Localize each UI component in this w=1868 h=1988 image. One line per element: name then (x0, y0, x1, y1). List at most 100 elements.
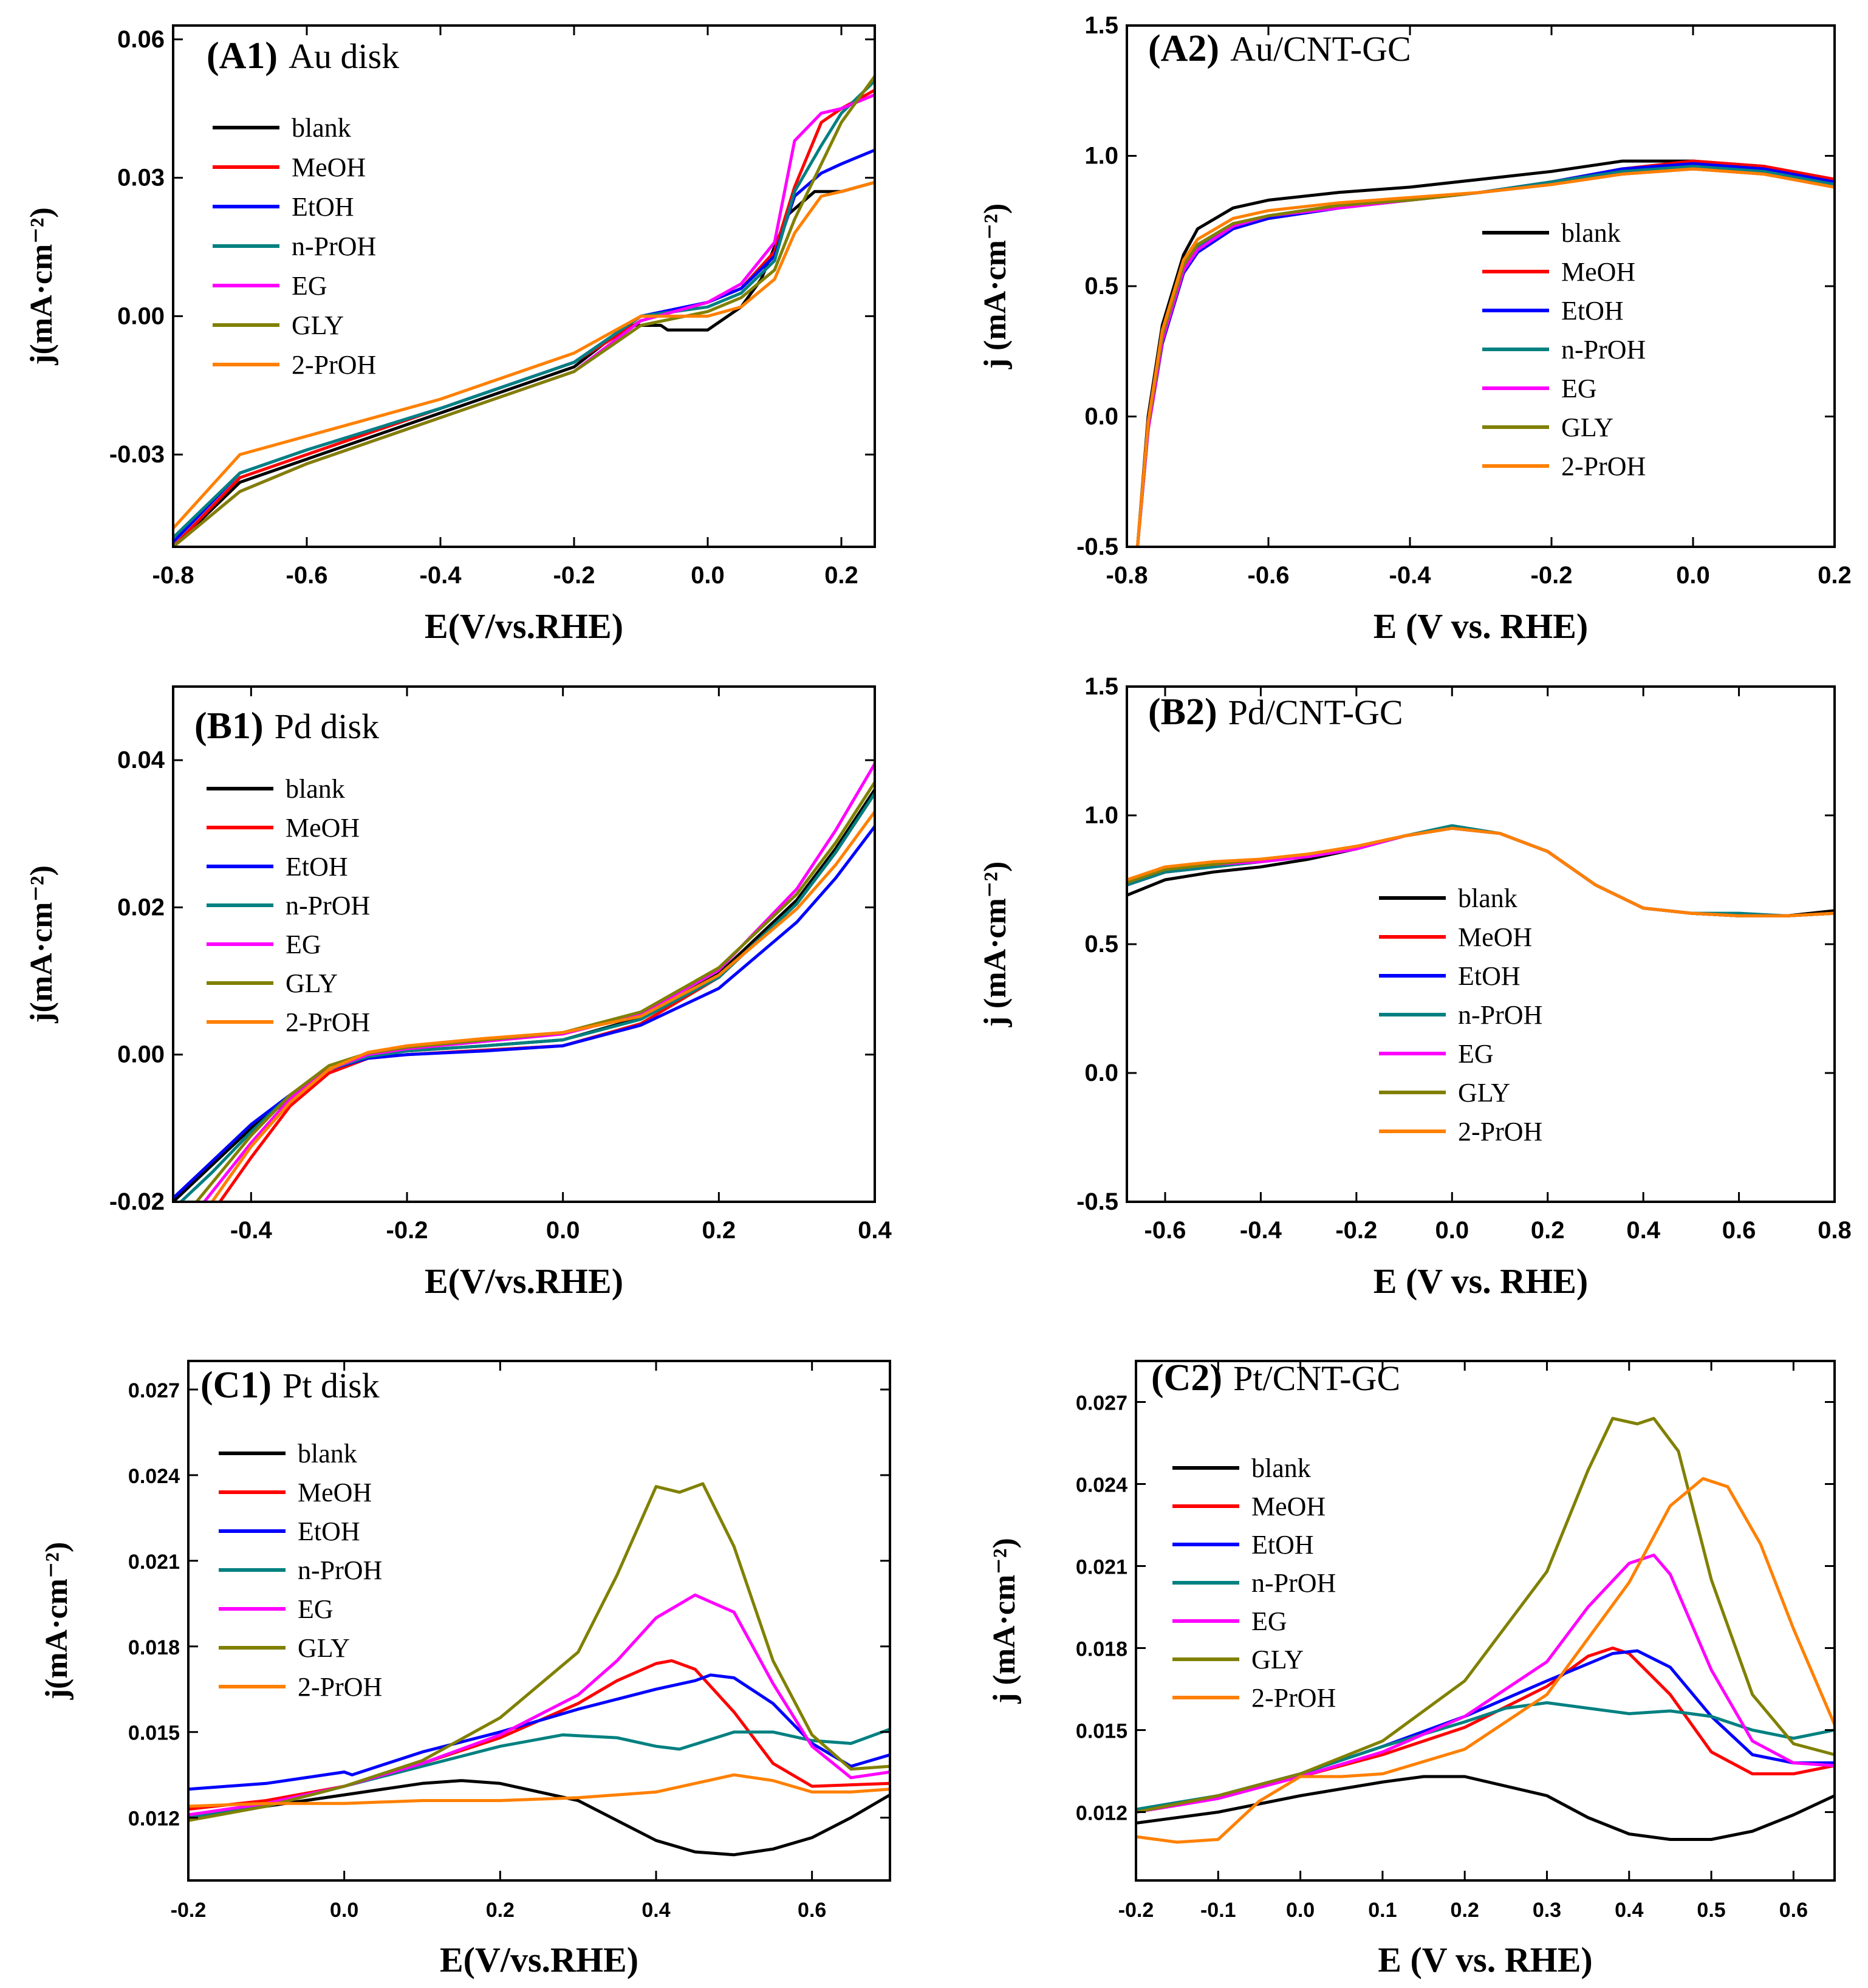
legend-label: 2-PrOH (1251, 1683, 1336, 1713)
legend: blank MeOH EtOH n-PrOH EG GLY 2-PrOH (1482, 218, 1646, 481)
y-tick-label: 0.012 (128, 1808, 180, 1831)
legend: blank MeOH EtOH n-PrOH EG GLY 2-PrOH (207, 774, 370, 1037)
y-tick-label: 1.0 (1084, 143, 1118, 170)
legend-label: EtOH (1251, 1530, 1314, 1560)
legend-label: EtOH (1458, 961, 1521, 991)
y-tick-label: 1.5 (1084, 673, 1118, 700)
x-tick-label: -0.4 (420, 562, 462, 589)
series-line-a1-gly (173, 75, 875, 547)
legend-label: GLY (286, 968, 338, 998)
x-tick-label: -0.2 (171, 1899, 207, 1922)
x-tick-label: 0.0 (1286, 1899, 1315, 1922)
legend-label: 2-PrOH (292, 350, 376, 380)
y-axis-label: j (mA·cm⁻²) (978, 862, 1013, 1028)
x-tick-label: 0.0 (1435, 1217, 1469, 1244)
x-tick-label: -0.6 (1248, 562, 1290, 589)
series-line-c2-blank (1136, 1775, 1835, 1841)
x-tick-label: 0.0 (1676, 562, 1710, 589)
series-line-c2-gly (1136, 1417, 1835, 1814)
legend-label: EG (1561, 374, 1597, 403)
legend-label: blank (298, 1439, 357, 1469)
x-axis-label: E(V/vs.RHE) (425, 606, 623, 646)
x-tick-label: 0.0 (330, 1899, 358, 1922)
series-line-c1-gly (188, 1482, 890, 1822)
chart-b1: -0.4 -0.2 0.0 0.2 0.4 -0.02 0.00 0.02 0.04 E(V/vs… (24, 685, 892, 1301)
series-line-b1-n-proh (180, 792, 875, 1202)
plot-frame (1135, 1360, 1836, 1882)
series-line-c1-2-proh (188, 1773, 890, 1808)
y-tick-label: 0.021 (128, 1551, 180, 1574)
legend-label: EG (1251, 1606, 1287, 1636)
y-tick-label: 0.04 (117, 747, 165, 773)
x-tick-label: 0.2 (1451, 1899, 1479, 1922)
x-tick-label: 0.0 (546, 1217, 580, 1244)
x-tick-label: 0.4 (858, 1217, 892, 1244)
legend-label: blank (1561, 218, 1621, 248)
x-tick-label: 0.6 (1722, 1217, 1756, 1244)
x-tick-label: 0.2 (1818, 562, 1852, 589)
chart-c1: -0.2 0.0 0.2 0.4 0.6 0.012 0.015 0.018 0.021 0.02… (39, 1360, 891, 1979)
y-tick-label: 0.024 (128, 1465, 180, 1488)
y-tick-label: 0.06 (117, 26, 165, 53)
panel-title: (A1) Au disk (207, 35, 399, 77)
series-line-a1-n-proh (173, 80, 875, 539)
plot-frame (172, 685, 876, 1203)
plot-frame (187, 1360, 891, 1882)
y-axis-label: j (mA·cm⁻²) (987, 1538, 1022, 1704)
panel-title: (A2) Au/CNT-GC (1148, 28, 1411, 69)
panel-name: Pd disk (275, 707, 379, 746)
y-tick-label: 0.024 (1076, 1474, 1127, 1497)
panel-label: (B2) (1148, 691, 1217, 733)
x-tick-label: -0.2 (1531, 562, 1573, 589)
y-axis-label: j(mA·cm⁻²) (24, 207, 59, 366)
x-axis-label: E(V/vs.RHE) (425, 1261, 623, 1301)
x-axis-label: E (V vs. RHE) (1378, 1940, 1592, 1979)
y-tick-label: 0.015 (1076, 1720, 1127, 1743)
y-tick-label: 0.015 (128, 1722, 180, 1745)
panel-name: Pd/CNT-GC (1228, 693, 1403, 732)
x-tick-label: -0.2 (553, 562, 595, 589)
y-tick-label: 0.018 (128, 1636, 180, 1659)
series-line-c2-eg (1136, 1554, 1835, 1814)
x-tick-label: -0.6 (286, 562, 328, 589)
panel-label: (C2) (1151, 1357, 1222, 1399)
panel-label: (C1) (200, 1365, 272, 1406)
y-tick-label: 0.0 (1084, 1060, 1118, 1086)
legend-label: 2-PrOH (1561, 451, 1646, 481)
x-tick-label: -0.1 (1200, 1899, 1236, 1922)
legend-label: EG (298, 1594, 334, 1624)
legend: blank MeOH EtOH n-PrOH EG GLY 2-PrOH (213, 113, 376, 380)
x-tick-label: -0.6 (1144, 1217, 1186, 1244)
y-tick-label: 0.021 (1076, 1556, 1127, 1579)
legend-label: 2-PrOH (298, 1672, 382, 1702)
chart-b2: -0.6 -0.4 -0.2 0.0 0.2 0.4 0.6 0.8 -0.5 0.0 0.5 1.0… (978, 673, 1852, 1301)
panel-name: Pt/CNT-GC (1233, 1359, 1400, 1398)
legend-label: blank (1458, 883, 1517, 913)
y-axis-label: j(mA·cm⁻²) (39, 1542, 74, 1701)
legend-label: EtOH (1561, 296, 1624, 326)
legend: blank MeOH EtOH n-PrOH EG GLY 2-PrOH (219, 1439, 382, 1702)
series-line-b1-2-proh (211, 811, 875, 1202)
legend-label: 2-PrOH (286, 1007, 370, 1037)
legend-label: blank (292, 113, 351, 143)
panel-title: (B2) Pd/CNT-GC (1148, 691, 1403, 733)
x-tick-label: -0.4 (1240, 1217, 1282, 1244)
chart-a1: -0.8 -0.6 -0.4 -0.2 0.0 0.2 -0.03 0.00 0.03 0.06 E… (24, 24, 876, 646)
x-tick-label: -0.8 (1106, 562, 1148, 589)
y-axis-label: j (mA·cm⁻²) (978, 204, 1013, 370)
x-tick-label: 0.2 (824, 562, 858, 589)
x-tick-label: -0.4 (1389, 562, 1432, 589)
legend-label: GLY (1458, 1078, 1510, 1108)
legend-label: n-PrOH (286, 891, 370, 920)
plot-frame (172, 24, 876, 548)
legend-label: MeOH (298, 1478, 372, 1507)
y-tick-label: 0.027 (128, 1379, 180, 1402)
x-tick-label: 0.4 (1615, 1899, 1643, 1922)
panel-name: Pt disk (282, 1366, 380, 1405)
legend-label: n-PrOH (298, 1555, 382, 1585)
chart-c2: -0.2 -0.1 0.0 0.1 0.2 0.3 0.4 0.5 0.6 0.012 0.015 0… (987, 1357, 1836, 1979)
x-tick-label: 0.3 (1533, 1899, 1561, 1922)
x-axis-label: E(V/vs.RHE) (440, 1940, 638, 1979)
legend-label: n-PrOH (1561, 335, 1646, 365)
